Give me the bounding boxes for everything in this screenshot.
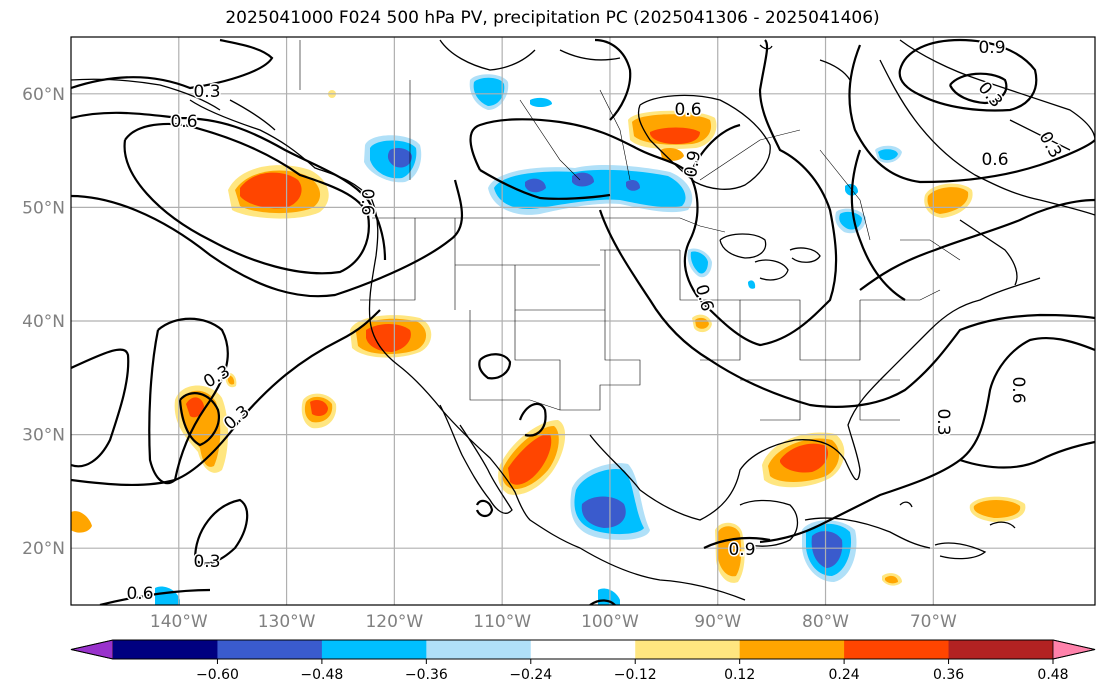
colorbar-extend-low (70, 639, 114, 660)
lat-label: 40°N (22, 312, 65, 332)
lon-label: 70°W (910, 612, 957, 632)
precip-blob-mexico-west (498, 420, 566, 495)
precip-blob-bc-blue (364, 135, 422, 183)
colorbar-extend-high (1052, 639, 1096, 660)
colorbar-tick-label: 0.36 (933, 667, 964, 683)
colorbar-outline (70, 639, 1096, 660)
contour-label: 0.6 (1008, 376, 1028, 403)
contour-label: 0.3 (933, 408, 953, 435)
lon-label: 80°W (802, 612, 849, 632)
colorbar-segment (321, 640, 427, 659)
lon-label: 120°W (365, 612, 423, 632)
colorbar-segment (948, 640, 1054, 659)
precip-blob-gulf-east (762, 432, 845, 488)
map-frame (70, 36, 1096, 606)
longitude-labels: 140°W 130°W 120°W 110°W 100°W 90°W 80°W 70°W (150, 612, 957, 632)
lon-label: 140°W (150, 612, 208, 632)
gridlines (71, 37, 1095, 605)
lat-label: 20°N (22, 539, 65, 559)
contour-label: 0.9 (728, 540, 755, 560)
contour-label: 0.3 (193, 82, 220, 102)
precip-blob-quebec (924, 183, 973, 218)
colorbar-tick-label: −0.12 (614, 667, 657, 683)
lon-label: 90°W (694, 612, 741, 632)
colorbar-segment (844, 640, 950, 659)
contour-label: 0.9 (978, 38, 1005, 58)
colorbar: −0.60 −0.48 −0.36 −0.24 −0.12 0.12 0.24 0.36 0.4… (70, 639, 1096, 683)
map-title: 2025041000 F024 500 hPa PV, precipitatio… (225, 8, 880, 28)
colorbar-segment (635, 640, 741, 659)
contour-label: 0.3 (974, 78, 1007, 112)
contour-label: 0.6 (170, 112, 197, 132)
colorbar-tick-label: −0.60 (196, 667, 239, 683)
contour-label: 0.6 (357, 188, 377, 215)
lat-label: 50°N (22, 198, 65, 218)
colorbar-segment (739, 640, 845, 659)
pv-contours (71, 38, 1095, 605)
colorbar-tick-label: 0.48 (1037, 667, 1068, 683)
colorbar-tick-label: −0.48 (300, 667, 343, 683)
colorbar-segment (530, 640, 636, 659)
lat-label: 60°N (22, 85, 65, 105)
precip-blob-caribbean-blue (802, 520, 857, 582)
colorbar-segment (113, 640, 218, 659)
lat-label: 30°N (22, 426, 65, 446)
precip-blob-pacific-small (301, 393, 337, 429)
colorbar-tick-label: −0.36 (405, 667, 448, 683)
contour-label: 0.6 (126, 584, 153, 604)
lon-label: 130°W (258, 612, 316, 632)
contour-label: 0.6 (691, 282, 717, 313)
colorbar-segment (426, 640, 532, 659)
colorbar-tick-label: 0.12 (724, 667, 755, 683)
contour-label: 0.6 (981, 150, 1008, 170)
lon-label: 110°W (473, 612, 531, 632)
colorbar-tick-label: 0.24 (829, 667, 860, 683)
coastlines (71, 39, 1095, 601)
latitude-labels: 20°N 30°N 40°N 50°N 60°N (22, 85, 65, 559)
contour-label: 0.3 (193, 552, 220, 572)
colorbar-tick-label: −0.24 (509, 667, 552, 683)
precip-blob-pacific-nw (228, 165, 329, 219)
political-borders (299, 40, 961, 421)
contour-label: 0.9 (681, 149, 705, 179)
precip-blob-atlantic (969, 496, 1026, 522)
lon-label: 100°W (581, 612, 639, 632)
precipitation-shading (71, 74, 1026, 605)
contour-label: 0.6 (674, 100, 701, 120)
colorbar-segment (217, 640, 323, 659)
